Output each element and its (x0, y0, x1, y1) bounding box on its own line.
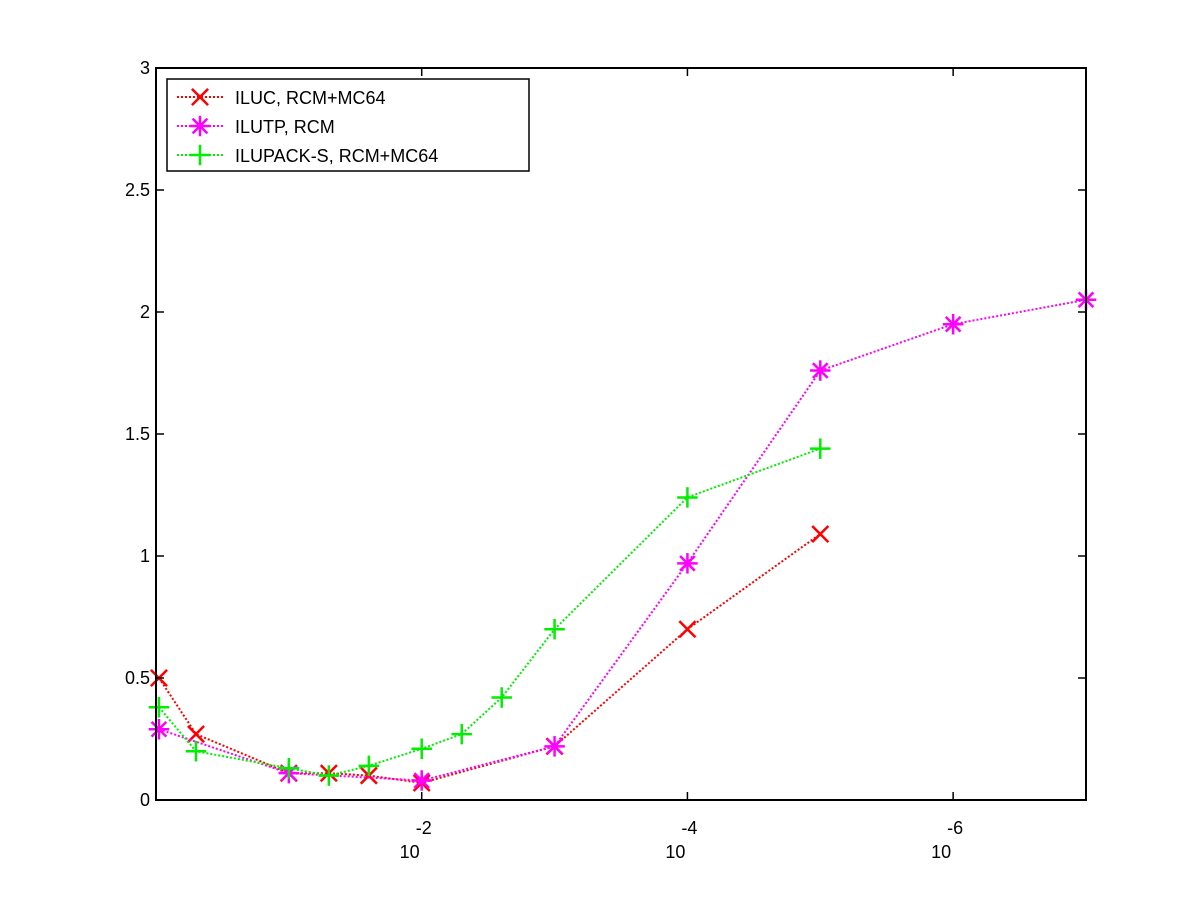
legend-box (166, 78, 530, 172)
x-tick-exponent: -6 (947, 818, 963, 838)
series-line-3 (158, 447, 821, 777)
x-tick-base: 10 (665, 842, 685, 862)
legend-label: ILUC, RCM+MC64 (235, 88, 386, 108)
plot-frame (155, 67, 1087, 801)
y-tick-label: 1.5 (125, 424, 150, 444)
data-point (189, 115, 211, 137)
data-point (811, 525, 830, 544)
data-point (942, 313, 964, 335)
data-point (544, 618, 565, 640)
x-tick-base: 10 (400, 842, 420, 862)
data-point (677, 487, 698, 508)
legend-label: ILUPACK-S, RCM+MC64 (235, 146, 438, 166)
data-point (191, 88, 209, 106)
y-tick-label: 0.5 (125, 668, 150, 688)
x-tick-base: 10 (931, 842, 951, 862)
data-point (148, 697, 170, 718)
series-line-1 (158, 533, 821, 784)
legend-label: ILUTP, RCM (235, 117, 335, 137)
data-point (411, 770, 432, 791)
data-point (411, 738, 432, 760)
y-tick-label: 1 (140, 546, 150, 566)
data-point (544, 736, 565, 757)
data-point (185, 740, 207, 762)
data-point (491, 687, 512, 708)
legend: ILUC, RCM+MC64 ILUTP, RCM ILUPACK-S, RCM+M… (166, 78, 530, 172)
y-tick-label: 3 (140, 58, 150, 78)
x-tick-exponent: -2 (416, 818, 432, 838)
data-point (678, 620, 697, 639)
data-point (358, 755, 380, 777)
data-point (451, 723, 472, 745)
data-point (189, 144, 211, 166)
y-tick-label: 2 (140, 302, 150, 322)
y-tick-label: 0 (140, 790, 150, 810)
axes-layer: 0 0.5 1 1.5 2 2.5 3 10 -2 10 -4 10 -6 (125, 58, 1086, 862)
data-point (278, 758, 300, 779)
data-point (318, 765, 340, 786)
x-tick-exponent: -4 (681, 818, 697, 838)
series-layer (148, 289, 1097, 792)
data-point (677, 553, 698, 574)
data-point (148, 718, 170, 740)
data-point (187, 725, 205, 744)
series-line-2 (158, 298, 1087, 782)
y-tick-label: 2.5 (125, 180, 150, 200)
data-point (810, 360, 831, 381)
data-point (810, 438, 831, 459)
